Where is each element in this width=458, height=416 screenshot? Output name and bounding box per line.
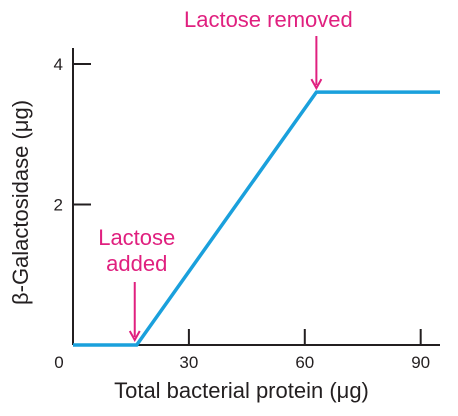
annotation-arrow-added xyxy=(128,282,141,343)
axes: 0 30 60 90 2 4 xyxy=(54,48,440,372)
annotation-arrow-head xyxy=(310,78,323,91)
y-axis-label: β-Galactosidase (μg) xyxy=(8,100,33,305)
annotation-lactose-removed: Lactose removed xyxy=(184,7,353,32)
y-tick-label: 4 xyxy=(54,55,63,74)
y-tick-label: 2 xyxy=(54,196,63,215)
series-layer xyxy=(73,90,440,347)
axis-labels: Total bacterial protein (μg) β-Galactosi… xyxy=(8,100,369,403)
x-tick-label: 30 xyxy=(179,353,198,372)
annotation-line: added xyxy=(106,251,167,276)
annotation-lactose-added: Lactose added xyxy=(98,225,175,276)
annotation-arrow-removed xyxy=(310,36,323,91)
annotation-line: Lactose xyxy=(98,225,175,250)
x-axis-label: Total bacterial protein (μg) xyxy=(114,378,369,403)
annotation-arrow-head xyxy=(128,330,141,343)
x-tick-label: 0 xyxy=(54,353,63,372)
series-line xyxy=(73,90,440,347)
x-tick-label: 90 xyxy=(411,353,430,372)
x-tick-label: 60 xyxy=(295,353,314,372)
annotations: Lactose added Lactose removed xyxy=(98,7,353,343)
